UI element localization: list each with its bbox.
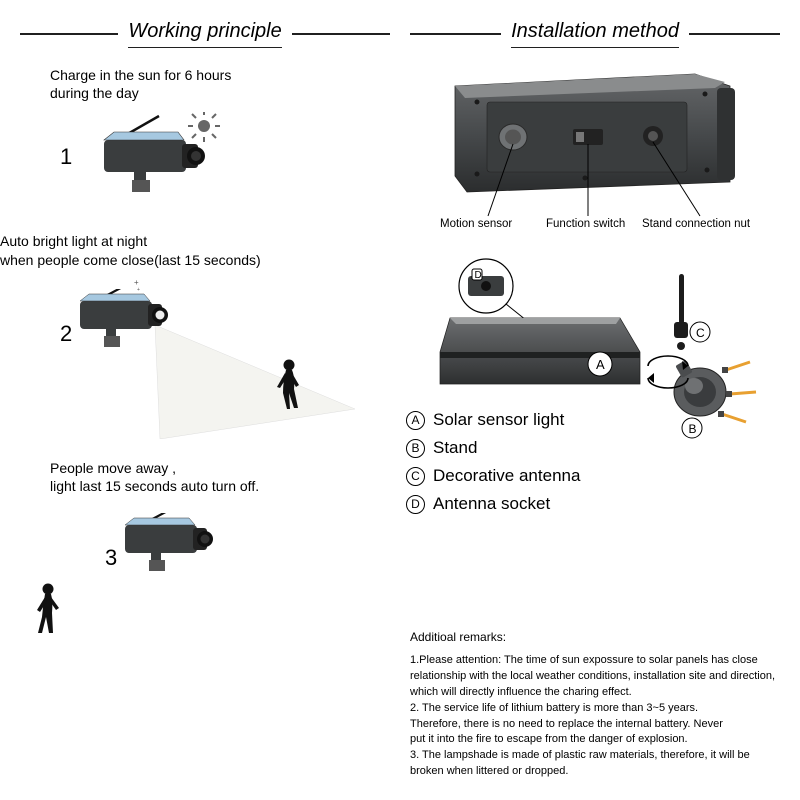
working-principle-column: Working principle Charge in the sun for … xyxy=(20,20,400,790)
part-b-label: Stand xyxy=(433,438,477,458)
header-line-left xyxy=(20,33,118,35)
step-1-number: 1 xyxy=(60,144,72,170)
step-1-caption: Charge in the sun for 6 hours during the… xyxy=(20,66,390,102)
remark-line-4: 2. The service life of lithium battery i… xyxy=(410,701,780,716)
remark-line-7: 3. The lampshade is made of plastic raw … xyxy=(410,748,780,763)
svg-text:B: B xyxy=(689,422,697,436)
part-a-letter: A xyxy=(406,411,425,430)
remark-line-8: broken when littered or dropped. xyxy=(410,764,780,779)
installation-method-header: Installation method xyxy=(410,20,780,48)
part-a-row: A Solar sensor light xyxy=(406,410,580,430)
working-principle-header: Working principle xyxy=(20,20,390,48)
svg-text:C: C xyxy=(696,326,705,340)
part-c-label: Decorative antenna xyxy=(433,466,580,486)
motion-sensor-label: Motion sensor xyxy=(440,218,512,230)
function-switch-label: Function switch xyxy=(546,218,625,230)
remarks-title: Additioal remarks: xyxy=(410,629,780,645)
camera-off-illustration xyxy=(20,513,340,653)
part-b-row: B Stand xyxy=(406,438,580,458)
remark-line-3: which will directly influence the charin… xyxy=(410,685,780,700)
header-line-right xyxy=(292,33,390,35)
installation-method-title: Installation method xyxy=(511,20,679,48)
remark-line-2: relationship with the local weather cond… xyxy=(410,669,780,684)
part-c-row: C Decorative antenna xyxy=(406,466,580,486)
header-line-right xyxy=(689,33,780,35)
camera-night-beam-illustration xyxy=(55,289,375,439)
step-3: People move away , light last 15 seconds… xyxy=(20,459,390,645)
camera-day-illustration xyxy=(84,112,254,202)
device-bottom-view: Motion sensor Function switch Stand conn… xyxy=(410,66,780,256)
svg-text:D: D xyxy=(475,270,482,281)
step-1: Charge in the sun for 6 hours during the… xyxy=(20,66,390,202)
remark-line-5: Therefore, there is no need to replace t… xyxy=(410,717,780,732)
stand-nut-label: Stand connection nut xyxy=(642,218,750,230)
part-d-label: Antenna socket xyxy=(433,494,550,514)
part-d-row: D Antenna socket xyxy=(406,494,580,514)
installation-method-column: Installation method xyxy=(400,20,780,790)
parts-list: A Solar sensor light B Stand C Decorativ… xyxy=(404,410,580,522)
part-b-letter: B xyxy=(406,439,425,458)
step-3-caption: People move away , light last 15 seconds… xyxy=(20,459,390,495)
svg-text:+: + xyxy=(134,278,139,287)
step-2: Auto bright light at night when people c… xyxy=(0,232,390,428)
additional-remarks: Additioal remarks: 1.Please attention: T… xyxy=(410,629,780,780)
remark-line-1: 1.Please attention: The time of sun expo… xyxy=(410,653,780,668)
part-a-label: Solar sensor light xyxy=(433,410,564,430)
svg-text:A: A xyxy=(596,357,605,372)
working-principle-title: Working principle xyxy=(128,20,281,48)
remark-line-6: put it into the fire to escape from the … xyxy=(410,732,780,747)
part-d-letter: D xyxy=(406,495,425,514)
step-2-caption: Auto bright light at night when people c… xyxy=(0,232,390,268)
header-line-left xyxy=(410,33,501,35)
part-c-letter: C xyxy=(406,467,425,486)
